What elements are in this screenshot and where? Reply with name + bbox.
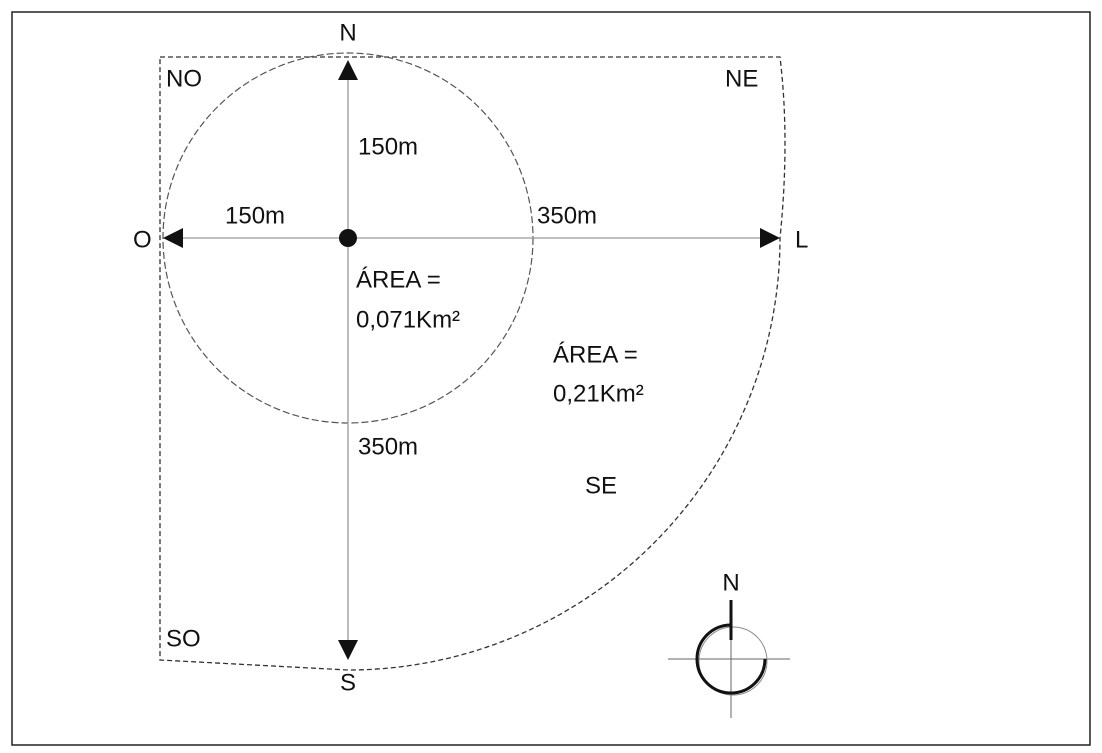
distance-label: 350m bbox=[537, 202, 597, 229]
compass-label: N bbox=[722, 569, 739, 596]
label-no: NO bbox=[166, 65, 202, 92]
area-label: ÁREA = bbox=[553, 341, 638, 368]
distance-label: 150m bbox=[225, 202, 285, 229]
label-se: SE bbox=[585, 472, 617, 499]
label-o: O bbox=[133, 226, 152, 253]
outer-boundary bbox=[159, 56, 786, 671]
distance-label: 150m bbox=[358, 133, 418, 160]
area-label: 0,071Km² bbox=[356, 306, 460, 333]
distance-label: 350m bbox=[358, 433, 418, 460]
label-n: N bbox=[339, 19, 356, 46]
label-l: L bbox=[795, 226, 808, 253]
compass: N bbox=[668, 569, 790, 718]
arrow-west bbox=[163, 228, 183, 248]
area-label: 0,21Km² bbox=[553, 380, 644, 407]
arrow-north bbox=[338, 60, 358, 80]
center-point bbox=[339, 229, 357, 247]
arrow-south bbox=[338, 640, 358, 660]
label-s: S bbox=[340, 669, 356, 696]
frame bbox=[11, 11, 1091, 746]
label-so: SO bbox=[166, 625, 201, 652]
label-ne: NE bbox=[725, 65, 758, 92]
area-label: ÁREA = bbox=[356, 266, 441, 293]
arrow-east bbox=[760, 228, 780, 248]
